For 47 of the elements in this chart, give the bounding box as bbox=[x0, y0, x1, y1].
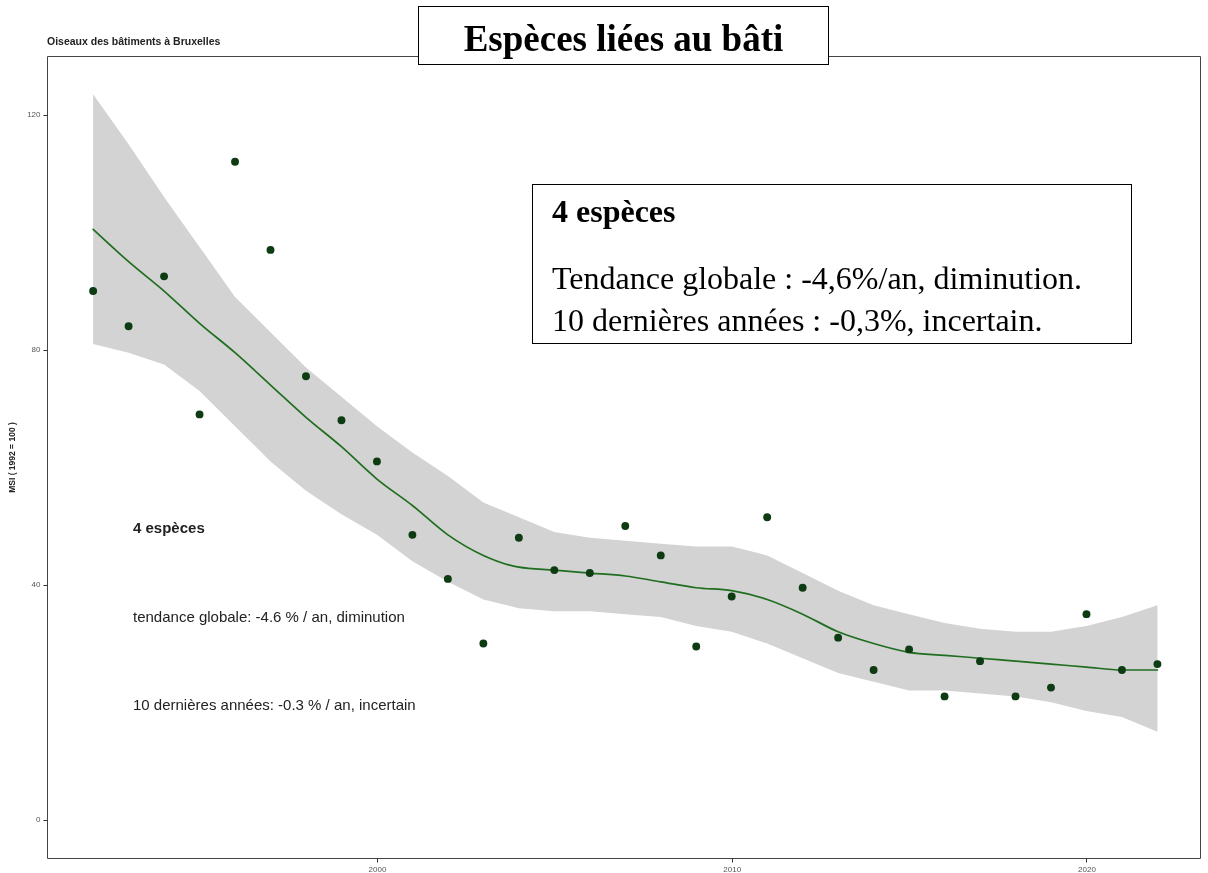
point bbox=[727, 592, 736, 601]
annotation: 4 espèces bbox=[552, 193, 676, 230]
annotation: 10 dernières années: -0.3 % / an, incertain bbox=[133, 696, 416, 714]
point bbox=[621, 522, 630, 530]
point bbox=[124, 322, 133, 331]
point bbox=[905, 645, 914, 654]
point bbox=[443, 574, 452, 583]
point bbox=[1047, 683, 1055, 692]
point bbox=[976, 657, 984, 666]
point bbox=[302, 372, 310, 381]
point bbox=[408, 530, 417, 539]
point bbox=[1082, 610, 1091, 619]
chart-title: Espèces liées au bâti bbox=[462, 18, 785, 61]
point bbox=[1153, 660, 1162, 669]
point bbox=[195, 410, 204, 419]
point bbox=[798, 583, 807, 592]
point bbox=[585, 569, 594, 577]
point bbox=[514, 533, 523, 542]
y-tick-label: 0 bbox=[36, 815, 42, 825]
annotation: Tendance globale : -4,6%/an, diminution. bbox=[552, 260, 1083, 297]
chart-subtitle: Oiseaux des bâtiments à Bruxelles bbox=[47, 35, 221, 48]
point bbox=[869, 666, 878, 674]
point bbox=[940, 692, 949, 701]
y-tick-label: 80 bbox=[31, 345, 42, 355]
point bbox=[373, 457, 381, 466]
annotation: 4 espèces bbox=[133, 519, 205, 537]
point bbox=[692, 642, 701, 651]
point bbox=[231, 157, 239, 166]
y-tick-label: 40 bbox=[31, 580, 42, 590]
point bbox=[266, 245, 275, 254]
x-tick-label: 2020 bbox=[1078, 864, 1097, 873]
y-tick-label: 120 bbox=[27, 110, 42, 120]
point bbox=[834, 633, 843, 642]
point bbox=[1011, 692, 1020, 701]
x-tick-label: 2000 bbox=[368, 864, 387, 873]
point bbox=[1118, 666, 1126, 674]
annotation: tendance globale: -4.6 % / an, diminution bbox=[133, 608, 405, 626]
annotation: 10 dernières années : -0,3%, incertain. bbox=[552, 302, 1043, 339]
point bbox=[160, 272, 169, 281]
point bbox=[479, 639, 488, 648]
point bbox=[763, 513, 772, 522]
y-axis-title: MSI ( 1992 = 100 ) bbox=[7, 422, 18, 493]
point bbox=[337, 416, 346, 425]
x-tick-label: 2010 bbox=[723, 864, 742, 873]
point bbox=[550, 566, 559, 575]
point bbox=[89, 287, 98, 295]
point bbox=[656, 551, 665, 560]
